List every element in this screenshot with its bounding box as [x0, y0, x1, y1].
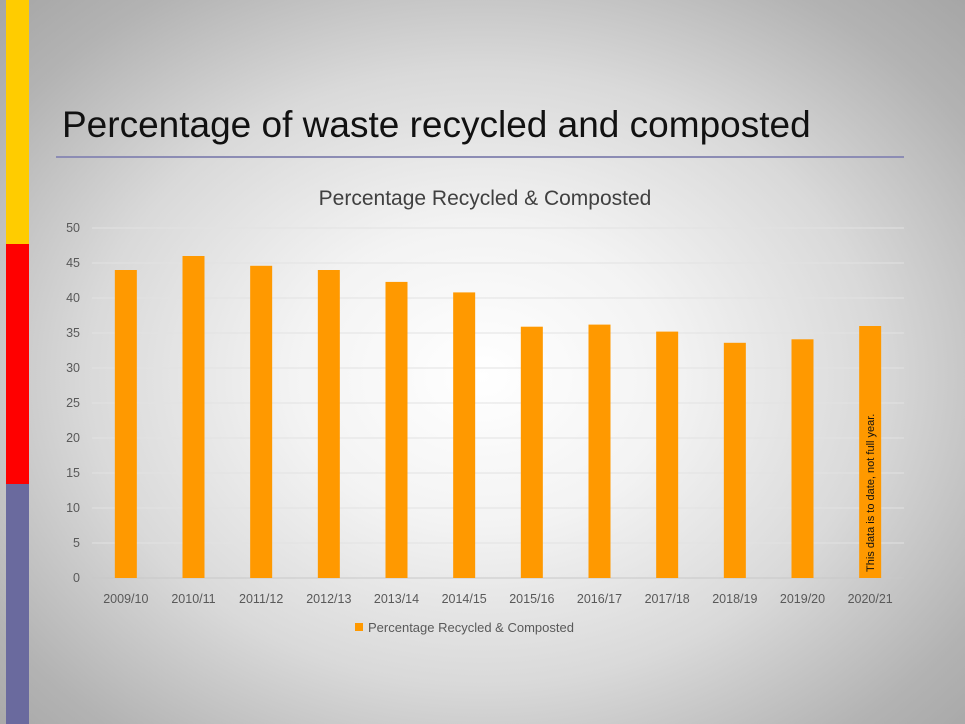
bar [453, 292, 476, 578]
y-tick-label: 15 [66, 466, 80, 480]
legend-swatch [355, 623, 363, 631]
chart-title: Percentage Recycled & Composted [319, 187, 652, 210]
bar [520, 326, 543, 578]
y-tick-label: 0 [73, 571, 80, 585]
bars: This data is to date, not full year. [114, 256, 882, 578]
bar [385, 281, 408, 578]
y-axis-ticks: 0 5 10 15 20 25 30 35 40 45 50 [66, 221, 80, 585]
y-tick-label: 10 [66, 501, 80, 515]
x-tick-label: 2010/11 [171, 592, 215, 606]
y-tick-label: 35 [66, 326, 80, 340]
legend-label: Percentage Recycled & Composted [368, 620, 574, 635]
x-tick-label: 2018/19 [712, 592, 757, 606]
y-tick-label: 50 [66, 221, 80, 235]
x-tick-label: 2015/16 [509, 592, 554, 606]
bar [317, 270, 340, 578]
y-tick-label: 45 [66, 256, 80, 270]
slide-title: Percentage of waste recycled and compost… [62, 104, 811, 145]
bar [588, 324, 611, 578]
y-tick-label: 30 [66, 361, 80, 375]
x-tick-label: 2020/21 [848, 592, 893, 606]
x-axis-ticks: 2009/10 2010/11 2011/12 2012/13 2013/14 2014/… [103, 592, 893, 606]
bar [723, 342, 746, 578]
bar [182, 256, 205, 578]
x-tick-label: 2009/10 [103, 592, 148, 606]
bar [656, 331, 679, 578]
x-tick-label: 2013/14 [374, 592, 419, 606]
x-tick-label: 2014/15 [442, 592, 487, 606]
bar [859, 326, 882, 578]
bar-annotation: This data is to date, not full year. [865, 414, 877, 572]
accent-bar-purple [6, 484, 29, 724]
x-tick-label: 2017/18 [645, 592, 690, 606]
y-tick-label: 20 [66, 431, 80, 445]
accent-bar-yellow [6, 0, 29, 244]
bar [250, 265, 273, 578]
x-tick-label: 2012/13 [306, 592, 351, 606]
y-tick-label: 5 [73, 536, 80, 550]
x-tick-label: 2016/17 [577, 592, 622, 606]
x-tick-label: 2019/20 [780, 592, 825, 606]
y-tick-label: 25 [66, 396, 80, 410]
bar [114, 270, 137, 578]
bar [791, 339, 814, 578]
accent-bar-red [6, 244, 29, 484]
legend: Percentage Recycled & Composted [355, 620, 574, 635]
title-divider [56, 156, 904, 158]
x-tick-label: 2011/12 [239, 592, 283, 606]
y-tick-label: 40 [66, 291, 80, 305]
grid [92, 227, 904, 579]
